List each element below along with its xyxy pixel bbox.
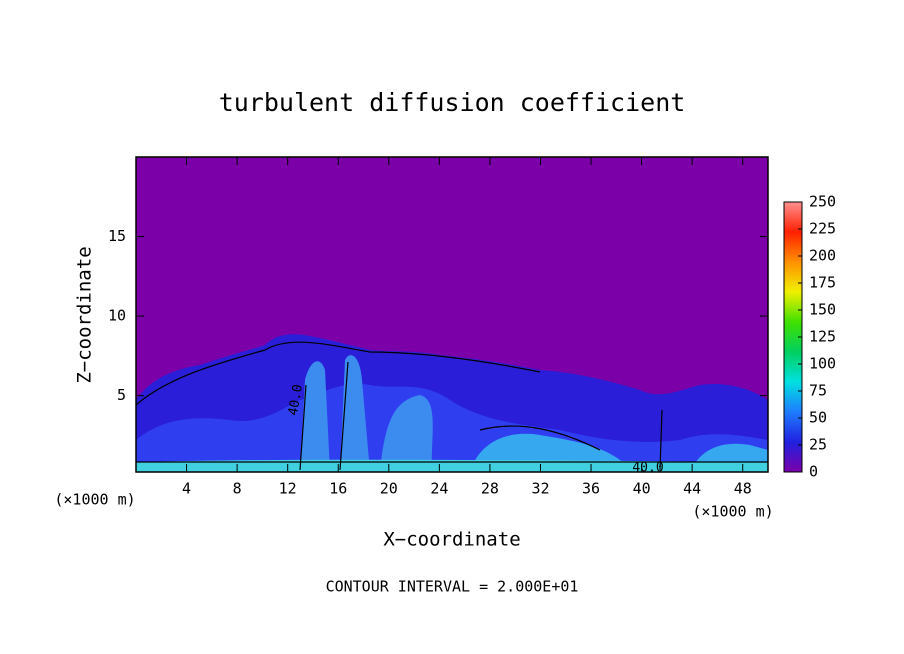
colorbar-tick-label: 125 — [809, 328, 836, 346]
x-unit: (×1000 m) — [692, 503, 773, 521]
colorbar-tick-label: 100 — [809, 355, 836, 373]
contour-line — [136, 341, 768, 471]
contour-label: 40.0 — [632, 461, 663, 476]
field-region — [136, 459, 768, 472]
colorbar-tick-label: 25 — [809, 436, 827, 454]
colorbar-tick-label: 225 — [809, 220, 836, 238]
contour-interval: CONTOUR INTERVAL = 2.000E+01 — [326, 578, 579, 596]
colorbar-tick-label: 175 — [809, 274, 836, 292]
colorbar-tick-label: 0 — [809, 463, 818, 481]
x-axis-label: X−coordinate — [383, 529, 520, 551]
contour-label: 40.0 — [286, 383, 306, 416]
colorbar-tick-label: 200 — [809, 247, 836, 265]
field-region — [300, 355, 433, 472]
x-tick-label: 16 — [329, 480, 347, 498]
x-tick-label: 4 — [182, 480, 191, 498]
colorbar-tick-label: 150 — [809, 301, 836, 319]
field: 40.0 40.0 — [136, 157, 768, 476]
colorbar-tick-label: 75 — [809, 382, 827, 400]
x-tick-label: 36 — [582, 480, 600, 498]
y-axis-label: Z−coordinate — [74, 246, 96, 383]
x-tick-label: 40 — [633, 480, 651, 498]
chart-title: turbulent diffusion coefficient — [219, 88, 686, 117]
x-tick-label: 20 — [380, 480, 398, 498]
x-tick-label: 28 — [481, 480, 499, 498]
colorbar-tick-label: 250 — [809, 193, 836, 211]
colorbar-tick-label: 50 — [809, 409, 827, 427]
field-region — [136, 383, 768, 472]
x-tick-label: 44 — [683, 480, 701, 498]
x-tick-label: 8 — [233, 480, 242, 498]
x-tick-label: 24 — [430, 480, 448, 498]
y-tick-label: 15 — [108, 227, 126, 245]
x-tick-label: 32 — [531, 480, 549, 498]
x-tick-label: 48 — [734, 480, 752, 498]
x-unit: (×1000 m) — [54, 491, 135, 509]
y-tick-label: 5 — [117, 386, 126, 404]
plot-frame — [135, 156, 769, 473]
y-tick-label: 10 — [108, 307, 126, 325]
x-tick-label: 12 — [279, 480, 297, 498]
